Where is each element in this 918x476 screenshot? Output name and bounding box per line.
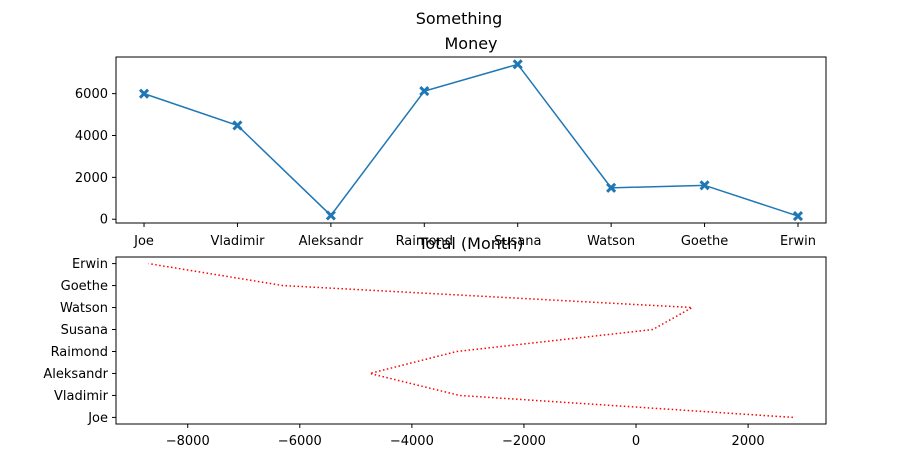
x-tick-label: Aleksandr xyxy=(299,234,364,249)
chart-title: Money xyxy=(444,34,497,53)
data-point-marker xyxy=(606,182,617,193)
x-tick-label: −8000 xyxy=(166,434,210,449)
y-tick-label: Raimond xyxy=(51,345,108,360)
y-tick-label: 0 xyxy=(100,213,108,228)
total-month-line-chart: Joe Vladimir Aleksandr Raimond Susana Watson G… xyxy=(43,234,827,449)
x-tick-label: 0 xyxy=(632,434,640,449)
x-tick-label: Watson xyxy=(587,234,635,249)
data-point-marker xyxy=(512,59,523,70)
data-point-marker xyxy=(325,210,336,221)
y-tick-label: Watson xyxy=(60,301,108,316)
x-tick-label: −2000 xyxy=(502,434,546,449)
x-tick-label: Raimond xyxy=(396,234,453,249)
data-point-marker xyxy=(138,88,150,99)
y-tick-label: 6000 xyxy=(75,87,108,102)
data-point-marker xyxy=(232,120,243,131)
y-tick-label: Joe xyxy=(87,411,108,426)
money-line-chart: Money 0 2000 4000 6000 Joe Vladimir Aleksandr Ra… xyxy=(75,34,827,249)
plot-frame xyxy=(115,56,827,224)
figure-suptitle: Something xyxy=(416,9,503,28)
x-tick-label: 2000 xyxy=(732,434,765,449)
x-tick-label: Goethe xyxy=(681,234,728,249)
series-line xyxy=(143,63,799,217)
x-tick-label: Erwin xyxy=(780,234,816,249)
y-tick-label: Vladimir xyxy=(54,389,109,404)
data-point-marker xyxy=(699,180,710,191)
x-tick-label: Joe xyxy=(133,234,154,249)
plot-frame xyxy=(115,256,827,425)
x-tick-label: Vladimir xyxy=(210,234,265,249)
x-tick-label: −6000 xyxy=(278,434,322,449)
data-point-marker xyxy=(792,211,804,222)
y-tick-label: 2000 xyxy=(75,171,108,186)
y-tick-label: Aleksandr xyxy=(43,367,108,382)
data-point-marker xyxy=(419,86,430,97)
x-tick-label: Susana xyxy=(494,234,541,249)
y-tick-label: Erwin xyxy=(72,257,108,272)
series-line xyxy=(148,262,793,419)
y-tick-label: 4000 xyxy=(75,129,108,144)
x-tick-label: −4000 xyxy=(390,434,434,449)
chart-title: Total (Month) xyxy=(417,234,523,253)
y-tick-label: Goethe xyxy=(61,279,108,294)
y-tick-label: Susana xyxy=(61,323,108,338)
